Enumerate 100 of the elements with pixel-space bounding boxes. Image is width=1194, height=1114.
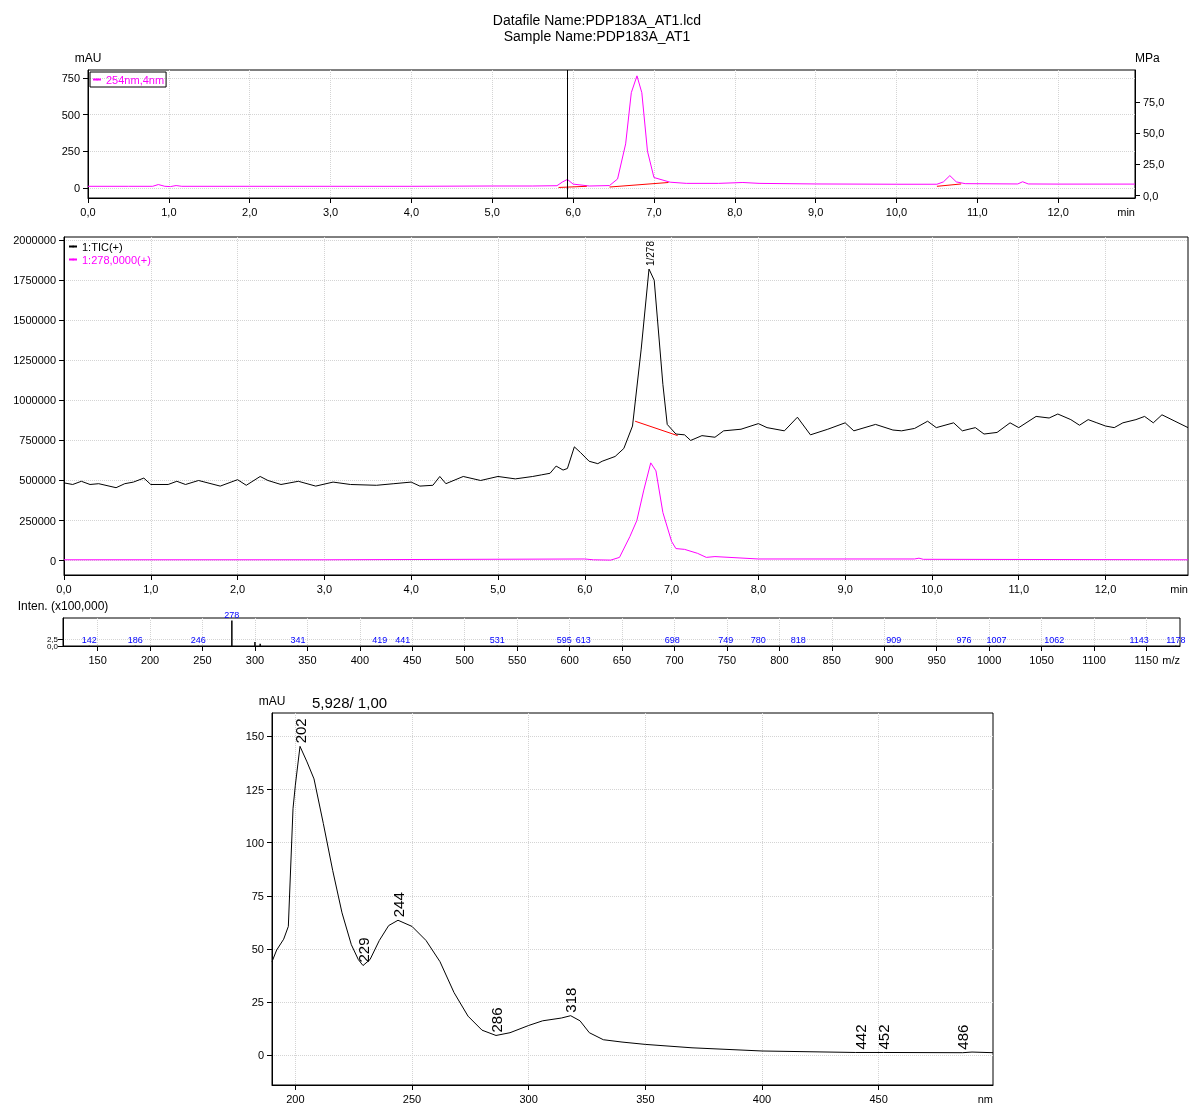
y-tick-label: 0 [257, 1049, 264, 1062]
x-tick-label: 4,0 [403, 582, 419, 595]
x-tick-label: 1000 [976, 653, 1002, 666]
x-tick-label: 450 [403, 653, 422, 666]
y-tick-label: 25 [251, 996, 264, 1009]
y-tick-label: 750000 [19, 434, 56, 447]
x-axis-title: min [1170, 582, 1188, 595]
x-tick-label: 850 [822, 653, 841, 666]
y-tick-label: 500 [61, 108, 80, 121]
annotation: 1143 [1129, 635, 1149, 646]
annotation: 531 [489, 635, 505, 646]
y-axis-title: mAU [258, 694, 286, 708]
y-tick-label: 250000 [19, 514, 56, 527]
y-tick-label: 2,5 [46, 634, 59, 644]
annotation: 613 [575, 635, 591, 646]
x-tick-label: 7,0 [646, 205, 662, 218]
x-tick-label: 900 [875, 653, 894, 666]
x-tick-label: 2,0 [229, 582, 246, 595]
x-tick-label: 600 [560, 653, 579, 666]
annotation: 441 [395, 635, 411, 646]
legend-label: 1:TIC(+) [82, 240, 123, 253]
x-tick-label: 1,0 [161, 205, 177, 218]
annotation: 452 [874, 1024, 892, 1050]
x-tick-label: 1050 [1029, 653, 1054, 666]
x-tick-label: 12,0 [1047, 205, 1069, 218]
x-tick-label: 200 [286, 1092, 305, 1105]
x-tick-label: 300 [245, 653, 265, 666]
y-tick-label: 0 [49, 554, 56, 567]
annotation: 229 [354, 937, 372, 963]
annotation: 341 [290, 635, 306, 646]
x-axis-title: m/z [1162, 653, 1180, 666]
y-tick-label: 150 [245, 730, 264, 743]
annotation: 1062 [1044, 635, 1065, 646]
annotation: 909 [886, 635, 902, 646]
x-tick-label: 12,0 [1094, 582, 1117, 595]
y-tick-label: 50 [251, 942, 264, 955]
x-tick-label: 6,0 [565, 205, 581, 218]
line-series [63, 462, 1189, 561]
y-tick-label: 750 [61, 72, 80, 85]
y-tick-label: 250 [61, 145, 80, 158]
line-series [87, 75, 1136, 188]
annotation: 976 [956, 635, 972, 646]
y-tick-label: 1250000 [13, 354, 56, 367]
y2-axis-title: MPa [1135, 51, 1160, 65]
chart-subtitle: Sample Name:PDP183A_AT1 [503, 28, 691, 44]
annotation: 278 [224, 609, 240, 620]
y-tick-label: 100 [245, 836, 264, 849]
x-tick-label: 250 [193, 653, 212, 666]
annotation: 419 [372, 635, 388, 646]
annotation: 246 [190, 635, 206, 646]
x-tick-label: 10,0 [885, 205, 908, 218]
x-tick-label: 5,0 [490, 582, 506, 595]
x-tick-label: 150 [88, 653, 107, 666]
y-tick-label: 1000000 [13, 394, 56, 407]
legend-label: 254nm,4nm [106, 73, 165, 86]
annotation: 1/278 [645, 240, 657, 267]
annotation: 595 [556, 635, 572, 646]
x-tick-label: 200 [140, 653, 160, 666]
x-tick-label: 3,0 [316, 582, 333, 595]
x-tick-label: 9,0 [808, 205, 824, 218]
chart-title: Datafile Name:PDP183A_AT1.lcd [492, 12, 702, 28]
x-tick-label: 1100 [1082, 653, 1106, 666]
x-tick-label: 11,0 [967, 205, 988, 218]
x-tick-label: 11,0 [1008, 582, 1030, 595]
y-axis-title: mAU [74, 51, 102, 65]
y-tick-label: 1500000 [13, 314, 56, 327]
x-tick-label: 400 [752, 1092, 772, 1105]
annotation: 698 [664, 635, 680, 646]
x-tick-label: 950 [927, 653, 946, 666]
annotation: 286 [487, 1007, 505, 1033]
x-tick-label: 400 [350, 653, 369, 666]
x-tick-label: 7,0 [663, 582, 680, 595]
x-tick-label: 6,0 [577, 582, 593, 595]
annotation: 1007 [986, 635, 1007, 646]
x-tick-label: 4,0 [403, 205, 420, 218]
x-tick-label: 1150 [1134, 653, 1159, 666]
annotation: 202 [291, 718, 309, 744]
x-tick-label: 9,0 [837, 582, 853, 595]
x-tick-label: 550 [507, 653, 527, 666]
x-tick-label: 10,0 [921, 582, 943, 595]
x-axis-title: nm [977, 1092, 993, 1105]
x-tick-label: 800 [770, 653, 789, 666]
x-tick-label: 250 [402, 1092, 422, 1105]
y-tick-label: 75 [251, 889, 264, 902]
x-tick-label: 2,0 [242, 205, 258, 218]
x-tick-label: 1,0 [143, 582, 159, 595]
y-tick-label: 0 [73, 181, 80, 194]
x-tick-label: 300 [519, 1092, 538, 1105]
x-tick-label: 8,0 [750, 582, 767, 595]
annotation: 749 [718, 635, 734, 646]
annotation: 780 [750, 635, 766, 646]
x-tick-label: 700 [665, 653, 684, 666]
y2-tick-label: 50,0 [1143, 127, 1165, 140]
x-tick-label: 5,0 [484, 205, 500, 218]
text: 5,928/ 1,00 [312, 694, 388, 711]
y-tick-label: 2000000 [13, 234, 56, 247]
annotation: 818 [790, 635, 806, 646]
x-tick-label: 0,0 [80, 205, 96, 218]
y2-tick-label: 0,0 [1143, 189, 1159, 202]
annotation: 186 [127, 635, 143, 646]
